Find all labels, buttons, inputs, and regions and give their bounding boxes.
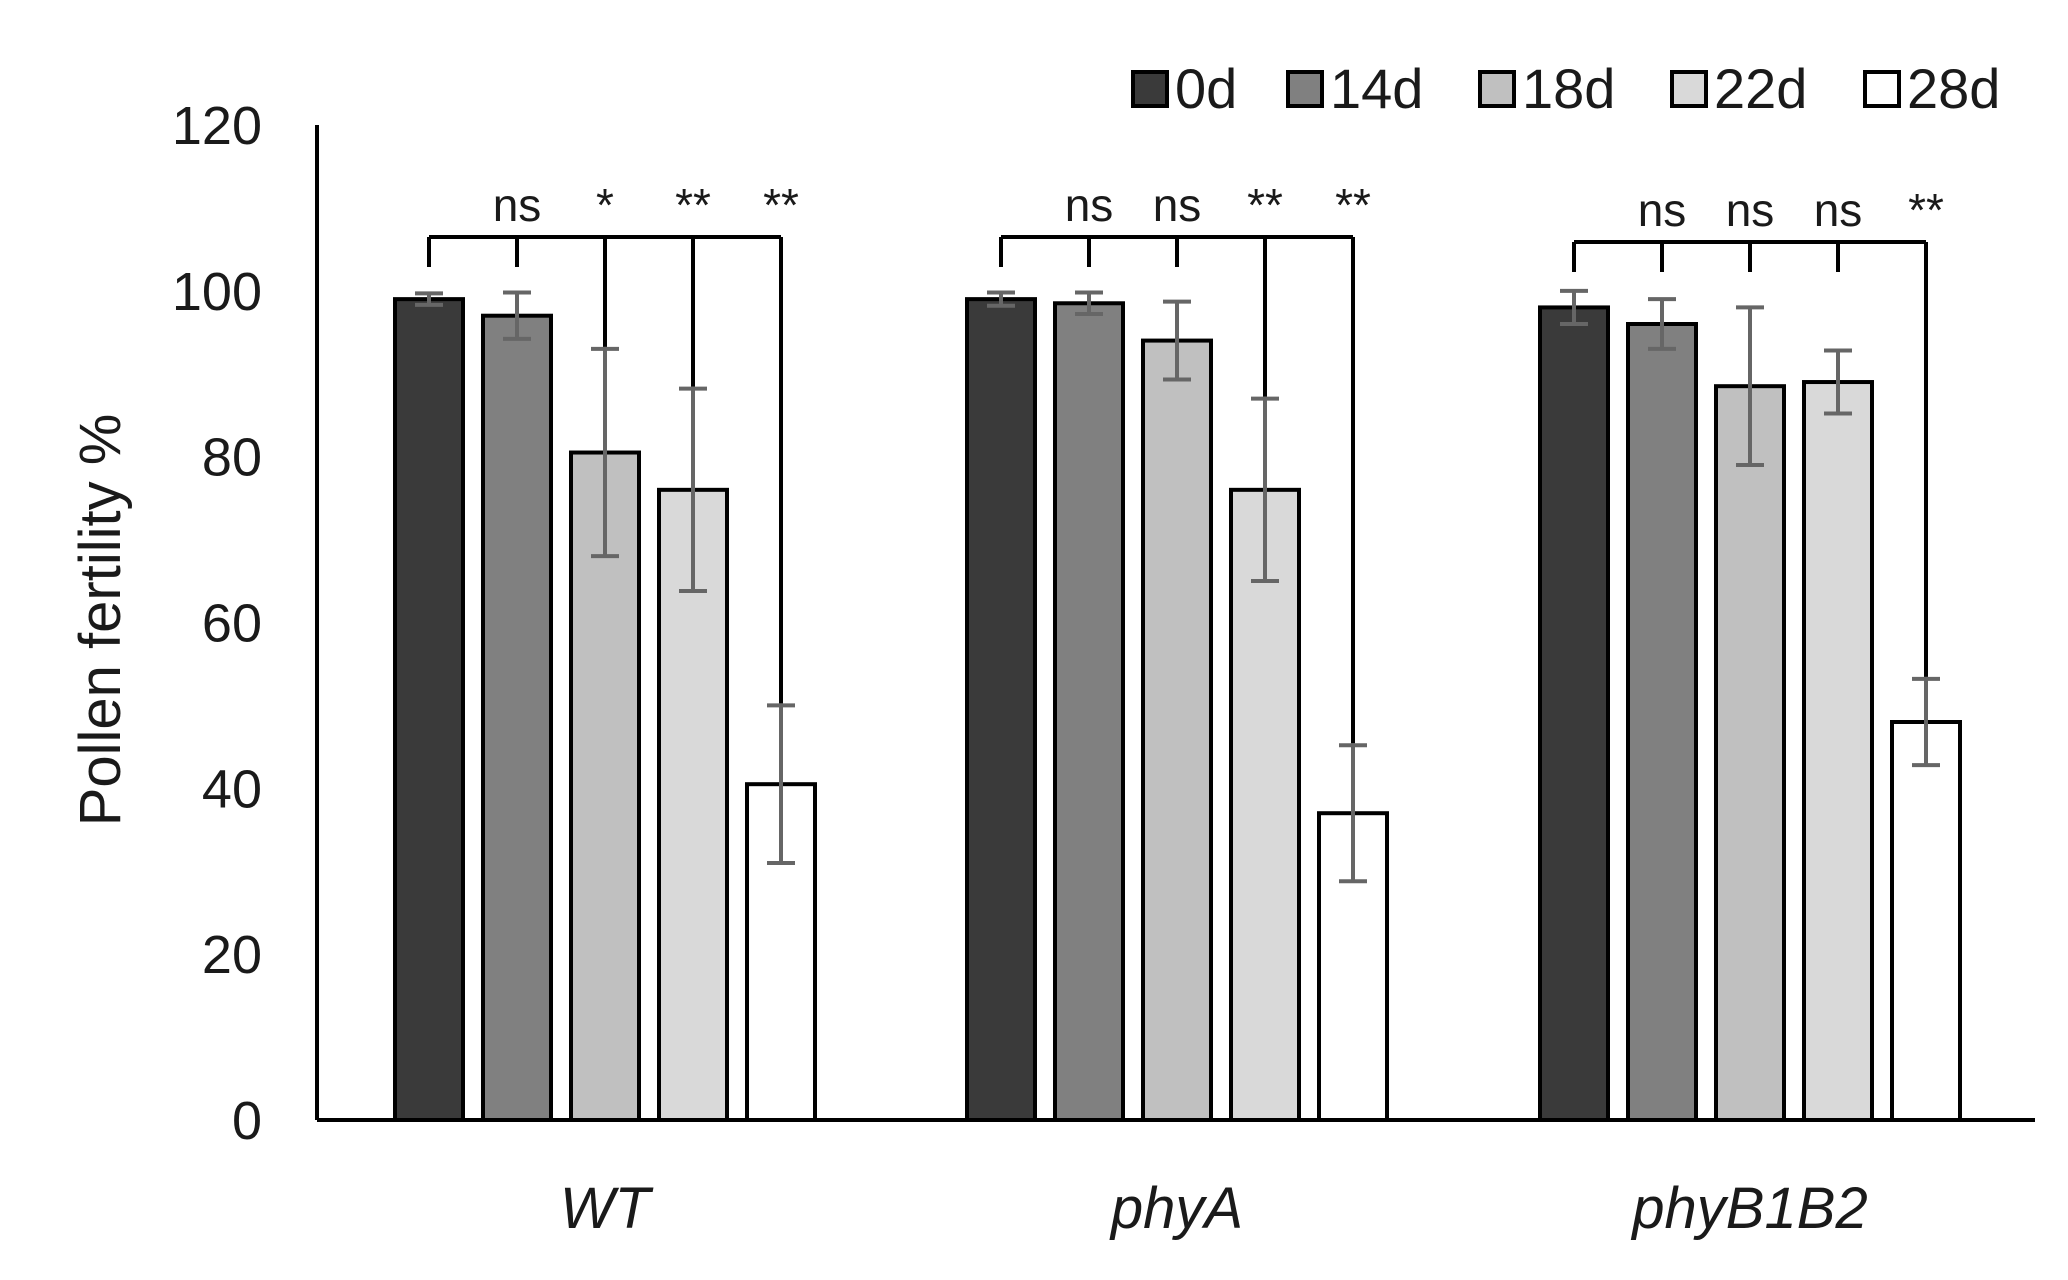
significance-label: ** [1247, 179, 1283, 231]
category-label: phyB1B2 [1630, 1176, 1867, 1241]
y-tick-label: 120 [172, 96, 262, 156]
category-labels: WT phyA phyB1B2 [560, 1176, 1868, 1241]
bar-phyA-18d [1141, 338, 1213, 1123]
error-bar-phyB1B2-22d [1824, 348, 1852, 416]
significance-label: ** [763, 179, 799, 231]
legend-swatch-14d [1286, 70, 1324, 108]
error-bar-phyA-0d [987, 290, 1015, 308]
bar-WT-22d [657, 487, 729, 1123]
bar-phyB1B2-14d [1626, 322, 1698, 1122]
legend-swatch-18d [1478, 70, 1516, 108]
significance-label: ns [1726, 184, 1775, 236]
significance-label: * [596, 179, 614, 231]
bar-phyA-28d [1317, 811, 1389, 1122]
significance-label: ns [1638, 184, 1687, 236]
bar-phyA-14d [1053, 301, 1125, 1123]
y-axis-label: Pollen fertility % [68, 414, 133, 827]
legend-swatch-28d [1863, 70, 1901, 108]
error-bar-WT-18d [591, 346, 619, 559]
error-bar-WT-28d [767, 703, 795, 865]
bar-phyA-22d [1229, 487, 1301, 1123]
significance-label: ns [493, 179, 542, 231]
y-tick-label: 20 [202, 925, 262, 985]
bar-phyB1B2-22d [1802, 380, 1874, 1122]
significance-label: ns [1065, 179, 1114, 231]
legend-label: 0d [1175, 57, 1237, 120]
error-bar-WT-22d [679, 386, 707, 593]
error-bar-phyA-22d [1251, 396, 1279, 584]
significance-label: ns [1814, 184, 1863, 236]
significance-label: ** [675, 179, 711, 231]
error-bar-phyA-28d [1339, 743, 1367, 884]
y-tick-label: 100 [172, 262, 262, 322]
error-bar-phyB1B2-28d [1912, 676, 1940, 768]
error-bar-WT-14d [503, 290, 531, 341]
bar-phyB1B2-28d [1890, 720, 1962, 1122]
error-bar-phyA-18d [1163, 299, 1191, 382]
legend-label: 14d [1330, 57, 1423, 120]
significance-brackets: ns * ** ** ns ns ** ** ns ns ns ** [427, 179, 1944, 744]
error-bars [415, 288, 1940, 884]
y-tick-label: 80 [202, 428, 262, 488]
significance-label: ** [1908, 184, 1944, 236]
y-tick-label: 0 [232, 1091, 262, 1151]
error-bar-phyB1B2-18d [1736, 305, 1764, 467]
legend: 0d 14d 18d 22d 28d [1131, 57, 2000, 120]
error-bar-phyB1B2-14d [1648, 297, 1676, 351]
bar-WT-14d [481, 313, 553, 1123]
error-bar-WT-0d [415, 291, 443, 307]
y-tick-label: 40 [202, 759, 262, 819]
bar-phyA-0d [965, 297, 1037, 1122]
significance-label: ** [1335, 179, 1371, 231]
error-bar-phyA-14d [1075, 290, 1103, 317]
category-label: phyA [1109, 1176, 1243, 1241]
legend-label: 18d [1522, 57, 1615, 120]
bar-WT-18d [569, 450, 641, 1123]
y-tick-label: 60 [202, 594, 262, 654]
bar-phyB1B2-18d [1714, 384, 1786, 1122]
bar-phyB1B2-0d [1538, 305, 1610, 1122]
significance-label: ns [1153, 179, 1202, 231]
legend-swatch-0d [1131, 70, 1169, 108]
legend-label: 28d [1907, 57, 2000, 120]
error-bar-phyB1B2-0d [1560, 288, 1588, 326]
category-label: WT [560, 1176, 654, 1241]
bar-WT-0d [393, 297, 465, 1122]
legend-label: 22d [1714, 57, 1807, 120]
legend-swatch-22d [1670, 70, 1708, 108]
bars [393, 297, 1962, 1123]
y-axis-ticks: 0 20 40 60 80 100 120 [172, 96, 262, 1151]
